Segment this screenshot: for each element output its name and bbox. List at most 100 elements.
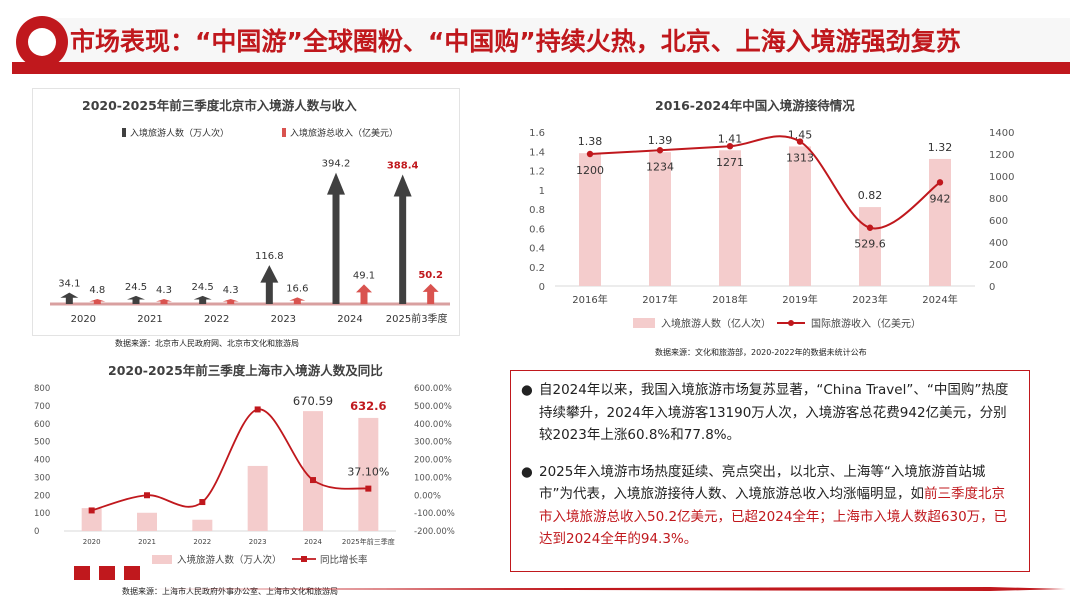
revenue-arrow: [89, 299, 106, 304]
revenue-arrow: [356, 284, 372, 304]
revenue-point: [866, 224, 874, 231]
y-left-tick-label: 0: [539, 282, 545, 293]
x-tick-label: 2022: [204, 314, 229, 325]
y-left-tick-label: 1.4: [529, 147, 545, 158]
revenue-data-label: 49.1: [353, 270, 375, 281]
legend-label-revenue: 国际旅游收入（亿美元）: [811, 317, 921, 330]
x-tick-label: 2021: [137, 314, 162, 325]
y-left-tick-label: 600: [34, 420, 50, 430]
visitors-arrow: [260, 265, 279, 304]
revenue-point: [936, 179, 944, 186]
growth-point: [310, 477, 316, 484]
summary-textbox: ● 自2024年以来，我国入境旅游市场复苏显著，“China Travel”、“…: [510, 370, 1030, 572]
legend-label-visitors: 入境旅游人数（亿人次）: [661, 317, 771, 330]
visitors-arrow: [193, 295, 212, 304]
legend-swatch-revenue-dot: [788, 320, 794, 326]
y-right-tick-label: 300.00%: [414, 438, 452, 448]
visitor-bar: [303, 411, 323, 531]
visitor-bar: [789, 146, 811, 286]
visitors-data-label: 116.8: [255, 251, 284, 262]
bar-data-label: 670.59: [293, 394, 333, 408]
y-left-tick-label: 0.2: [529, 263, 545, 274]
legend-swatch-visitors: [152, 555, 172, 564]
revenue-data-label: 50.2: [418, 270, 443, 281]
decor-square-1: [74, 566, 90, 580]
revenue-point: [586, 150, 594, 158]
y-left-tick-label: 300: [34, 473, 50, 483]
x-tick-label: 2024年: [922, 293, 957, 306]
growth-point: [254, 406, 261, 413]
paragraph-1-text: 自2024年以来，我国入境旅游市场复苏显著，“China Travel”、“中国…: [539, 382, 1009, 443]
visitor-bar: [719, 150, 741, 286]
legend-swatch-growth-marker: [301, 556, 307, 562]
paragraph-2-text: 2025年入境游市场热度延续、亮点突出，以北京、上海等“入境旅游首站城市”为代表…: [539, 463, 986, 503]
visitors-arrow: [60, 292, 79, 304]
summary-paragraph-1: ● 自2024年以来，我国入境旅游市场复苏显著，“China Travel”、“…: [521, 379, 1015, 447]
visitors-data-label: 24.5: [125, 282, 147, 293]
page-title: 市场表现：“中国游”全球圈粉、“中国购”持续火热，北京、上海入境游强劲复苏: [70, 27, 961, 56]
beijing-source: 数据来源：北京市人民政府网、北京市文化和旅游局: [115, 339, 299, 348]
revenue-data-label: 16.6: [286, 283, 308, 294]
line-data-label: 1271: [716, 156, 744, 169]
bullet-icon: ●: [521, 463, 533, 480]
line-data-label: 1234: [646, 160, 674, 173]
y-left-tick-label: 0: [34, 527, 39, 537]
x-tick-label: 2020: [71, 314, 96, 325]
y-left-tick-label: 400: [34, 456, 50, 466]
y-left-tick-label: 0.8: [529, 205, 545, 216]
y-right-tick-label: -200.00%: [414, 527, 455, 537]
bar-data-label: 0.82: [858, 189, 883, 202]
y-left-tick-label: 0.4: [529, 244, 545, 255]
y-right-tick-label: 400.00%: [414, 420, 452, 430]
line-data-label: 1313: [786, 152, 814, 165]
revenue-data-label: 4.8: [89, 285, 105, 296]
y-right-tick-label: 0: [989, 282, 995, 293]
legend-label-growth: 同比增长率: [320, 554, 368, 566]
decor-square-2: [99, 566, 115, 580]
x-tick-label: 2020: [83, 538, 101, 546]
visitors-data-label: 24.5: [192, 282, 214, 293]
y-left-tick-label: 200: [34, 491, 50, 501]
visitor-bar: [81, 508, 102, 531]
y-left-tick-label: 800: [34, 384, 50, 394]
growth-point: [365, 485, 372, 492]
growth-point: [199, 499, 206, 506]
y-right-tick-label: 100.00%: [414, 473, 452, 483]
legend-label-visitors: 入境旅游人数（万人次）: [177, 554, 282, 566]
growth-point: [144, 492, 150, 499]
revenue-arrow: [289, 297, 306, 304]
line-data-label: 942: [930, 192, 951, 205]
y-left-tick-label: 0.6: [529, 224, 545, 235]
visitors-arrow: [327, 172, 345, 304]
bar-data-label: 1.38: [578, 135, 603, 148]
revenue-data-label: 4.3: [223, 285, 239, 296]
visitors-data-label: 34.1: [58, 279, 80, 290]
paragraph-2-highlight: 前三季度北京市入境旅游总收入50.2亿美元，已超2024全年；上海市入境人数超6…: [539, 486, 1008, 547]
y-left-tick-label: 1: [539, 186, 545, 197]
x-tick-label: 2023: [249, 538, 267, 546]
shanghai-chart: 0 100 200 300 400 500 600 700 800 -200.00% -100.00…: [34, 384, 455, 566]
decor-square-3: [124, 566, 140, 580]
x-tick-label: 2017年: [642, 293, 677, 306]
y-left-tick-label: 100: [34, 509, 50, 519]
x-tick-label: 2023年: [852, 293, 887, 306]
visitor-bar: [137, 512, 157, 531]
bar-data-label: 1.32: [928, 141, 953, 154]
y-right-tick-label: 1000: [989, 172, 1014, 183]
y-left-tick-label: 1.2: [529, 167, 545, 178]
y-right-tick-label: 1200: [989, 150, 1014, 161]
x-tick-label: 2018年: [712, 293, 747, 306]
visitor-bar: [192, 519, 213, 531]
shanghai-chart-title: 2020-2025年前三季度上海市入境游人数及同比: [108, 363, 383, 378]
china-source: 数据来源：文化和旅游部，2020-2022年的数据未统计公布: [655, 348, 867, 357]
visitor-bar: [247, 465, 268, 531]
visitor-bar: [649, 152, 671, 286]
y-left-tick-label: 700: [34, 402, 50, 412]
bar-data-label: 1.41: [718, 132, 743, 145]
bottom-rule: [150, 587, 1066, 591]
revenue-point: [796, 138, 804, 145]
x-tick-label: 2024: [337, 314, 362, 325]
revenue-arrow: [422, 283, 439, 304]
revenue-arrow: [222, 299, 239, 304]
y-right-tick-label: 500.00%: [414, 402, 452, 412]
